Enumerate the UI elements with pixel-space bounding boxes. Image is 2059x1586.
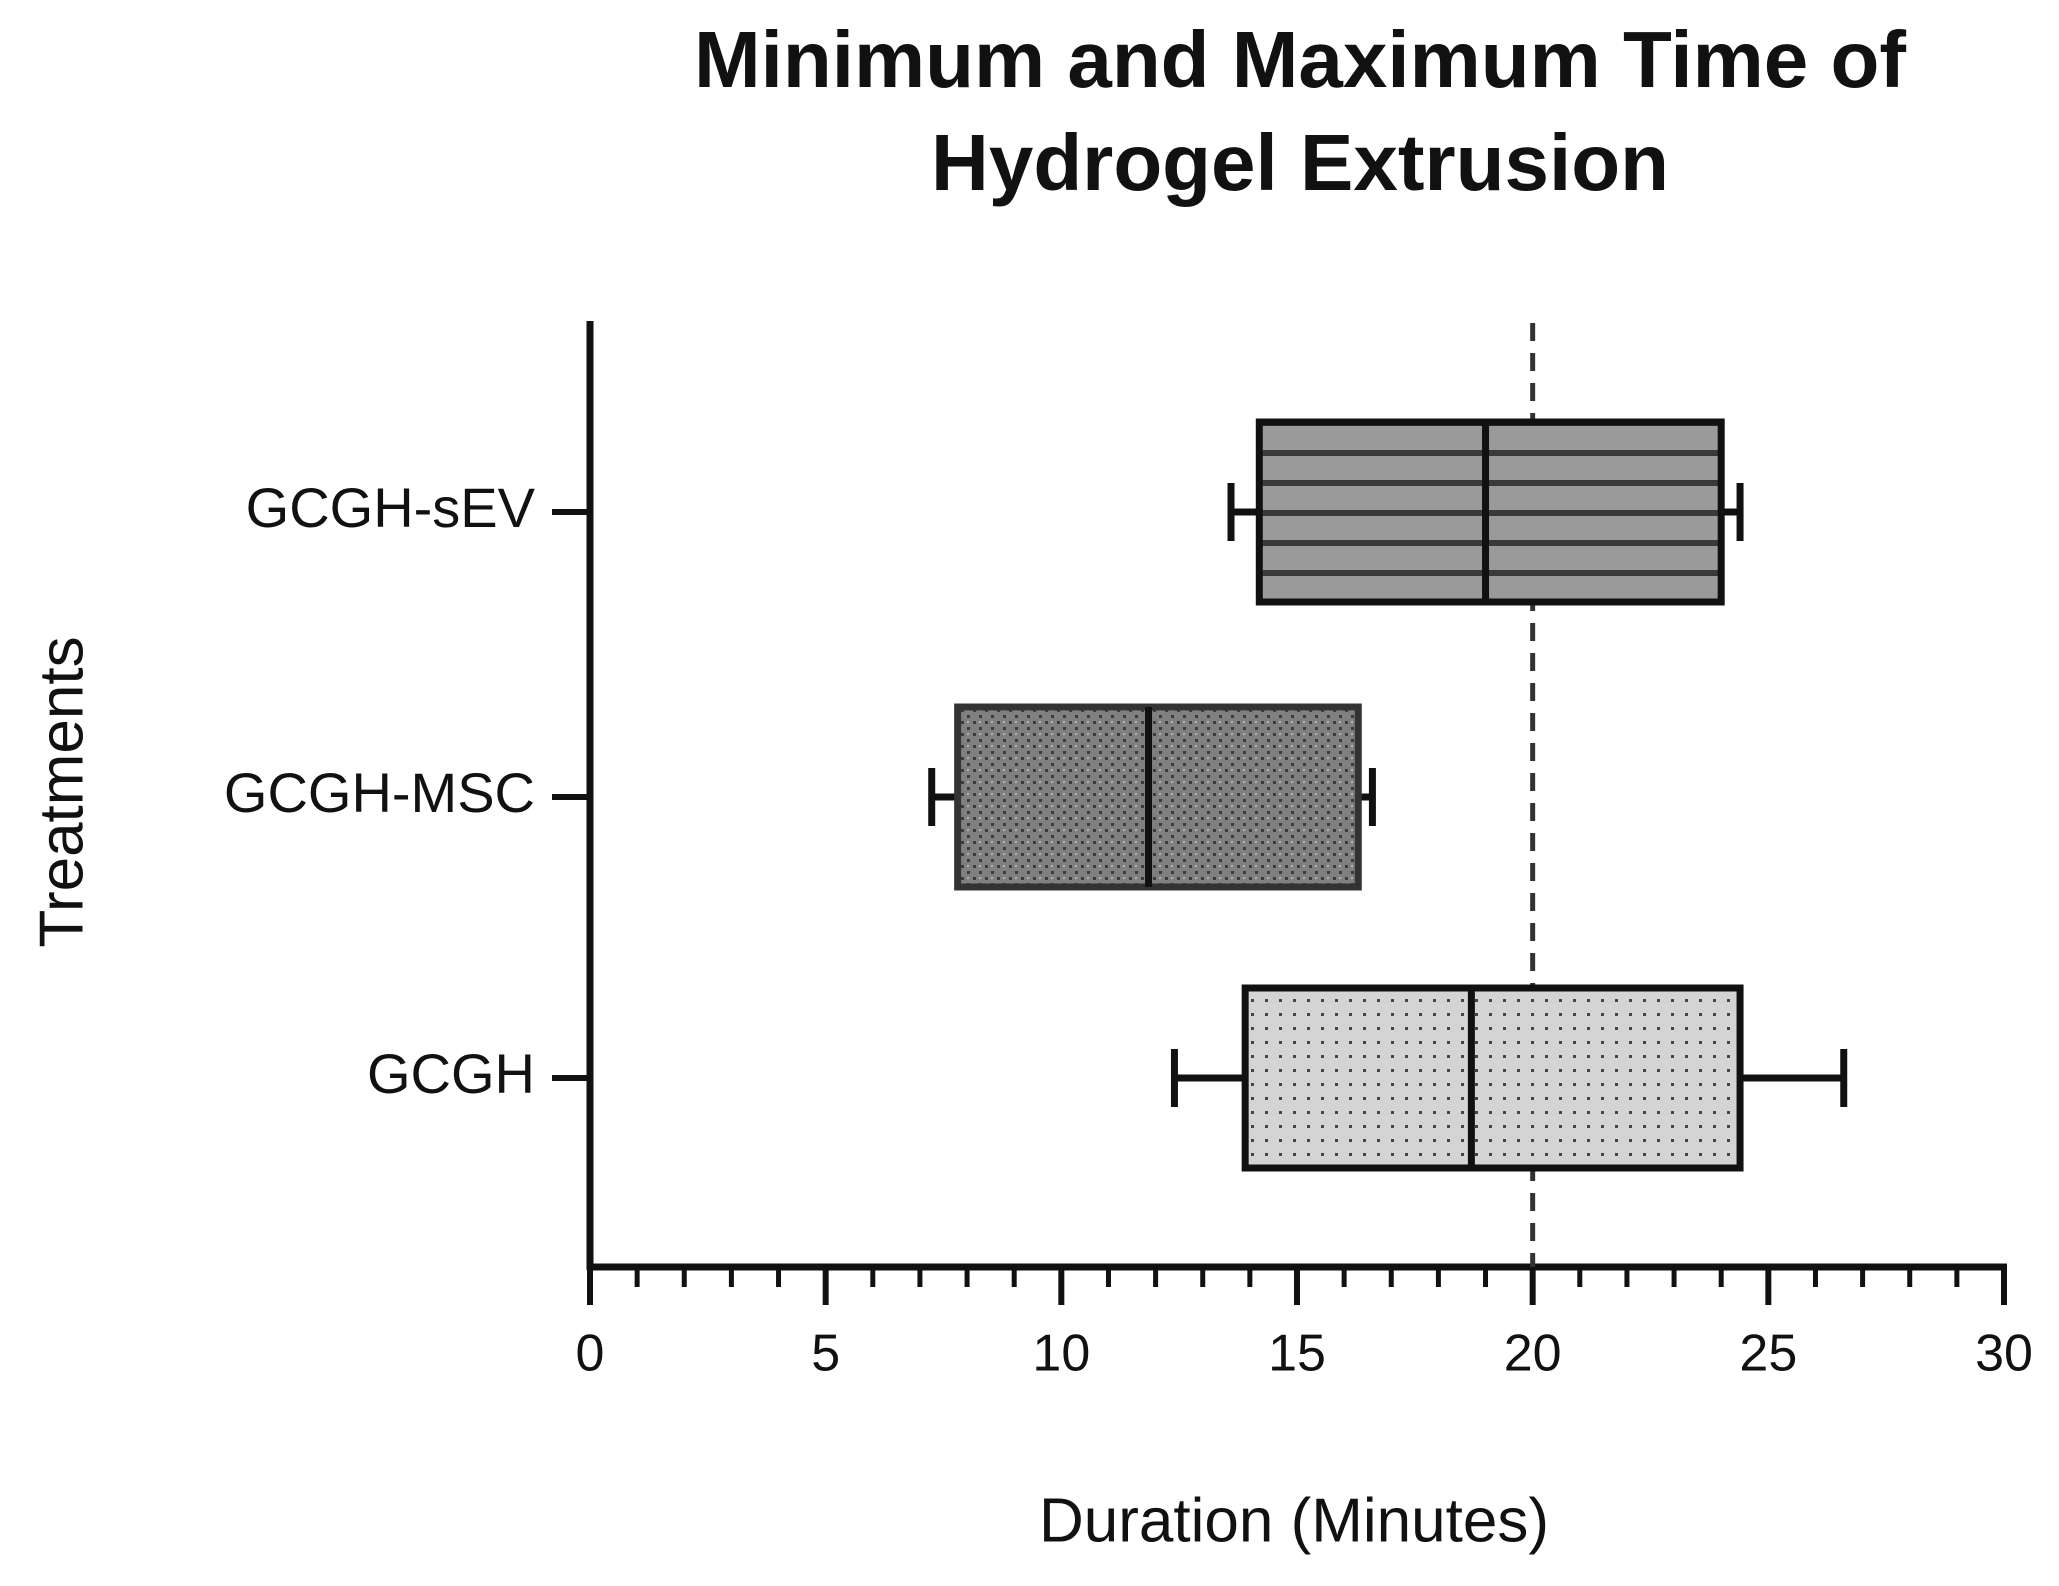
- x-tick-label: 10: [1032, 1325, 1090, 1383]
- chart-title: Hydrogel Extrusion: [931, 118, 1669, 207]
- y-axis-title: Treatments: [27, 636, 96, 947]
- x-tick-label: 25: [1739, 1325, 1797, 1383]
- box: [1241, 984, 1744, 1172]
- box: [1255, 418, 1725, 606]
- chart-title: Minimum and Maximum Time of: [694, 15, 1906, 104]
- y-tick-label: GCGH-sEV: [246, 476, 536, 539]
- x-tick-label: 15: [1268, 1325, 1326, 1383]
- x-tick-label: 20: [1504, 1325, 1562, 1383]
- x-axis-title: Duration (Minutes): [1039, 1486, 1549, 1555]
- x-tick-label: 0: [576, 1325, 605, 1383]
- x-tick-label: 5: [811, 1325, 840, 1383]
- y-tick-label: GCGH: [367, 1042, 535, 1105]
- y-tick-label: GCGH-MSC: [224, 761, 535, 824]
- x-tick-label: 30: [1975, 1325, 2033, 1383]
- box: [954, 703, 1362, 891]
